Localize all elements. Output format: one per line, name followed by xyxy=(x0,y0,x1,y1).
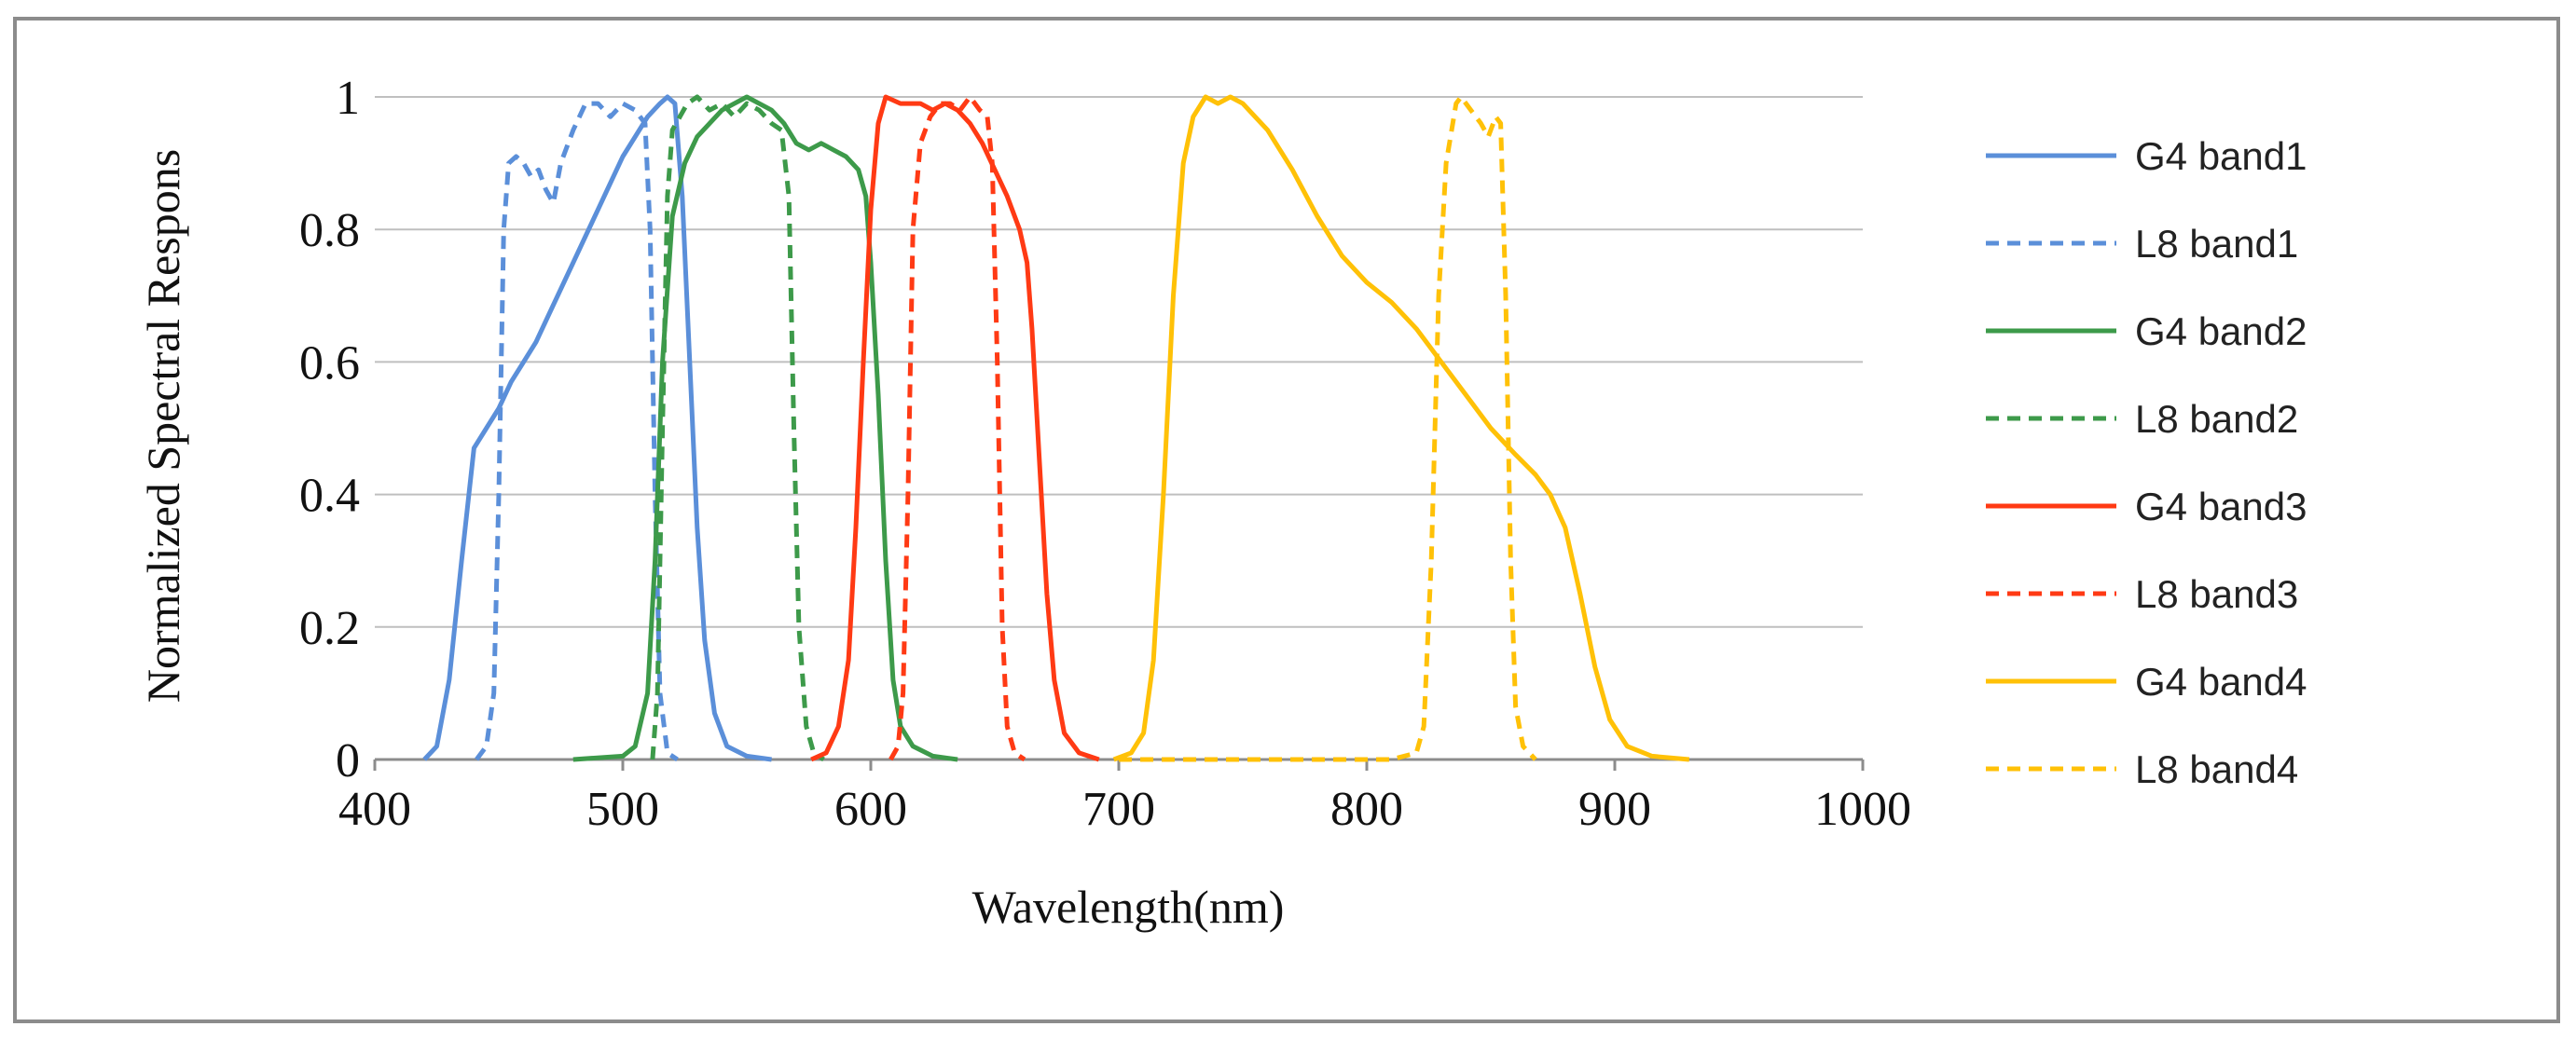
y-tick-label: 0.8 xyxy=(299,204,360,257)
y-tick-label: 0 xyxy=(336,734,360,787)
series-line-g4-band1 xyxy=(422,94,772,762)
x-tick-label: 900 xyxy=(1578,783,1651,836)
series-line-l8-band1 xyxy=(475,101,679,762)
x-tick-label: 400 xyxy=(338,783,411,836)
series-line-g4-band2 xyxy=(572,94,958,762)
y-axis-title: Normalized Spectral Respons xyxy=(137,149,189,703)
x-tick-label: 1000 xyxy=(1814,783,1911,836)
x-tick-label: 600 xyxy=(834,783,907,836)
series-line-l8-band3 xyxy=(889,94,1026,762)
tick-labels: 0 0.2 0.4 0.6 0.8 1 400 500 600 700 800 900 1000 xyxy=(299,72,1911,836)
legend-label: G4 band3 xyxy=(2135,485,2307,528)
legend-label: G4 band2 xyxy=(2135,309,2307,353)
legend-label: G4 band4 xyxy=(2135,660,2307,704)
x-axis-title: Wavelength(nm) xyxy=(972,881,1285,933)
y-tick-label: 0.6 xyxy=(299,336,360,390)
y-tick-label: 0.2 xyxy=(299,602,360,655)
x-tick-label: 700 xyxy=(1082,783,1155,836)
series-line-g4-band3 xyxy=(810,94,1100,762)
legend: G4 band1 L8 band1 G4 band2 L8 band2 G4 band3… xyxy=(1986,134,2307,791)
legend-label: G4 band1 xyxy=(2135,134,2307,178)
y-tick-label: 1 xyxy=(336,72,360,125)
series-lines xyxy=(422,94,1690,762)
x-tick-label: 800 xyxy=(1330,783,1403,836)
series-line-g4-band4 xyxy=(1112,94,1690,762)
grid-lines xyxy=(375,96,1863,628)
legend-label: L8 band3 xyxy=(2135,572,2298,616)
x-tick-label: 500 xyxy=(586,783,659,836)
series-line-l8-band4 xyxy=(1119,94,1537,762)
legend-label: L8 band1 xyxy=(2135,222,2298,266)
y-tick-label: 0.4 xyxy=(299,470,360,523)
series-line-l8-band2 xyxy=(650,94,825,762)
legend-label: L8 band4 xyxy=(2135,747,2298,791)
legend-label: L8 band2 xyxy=(2135,397,2298,441)
figure-frame xyxy=(13,17,2560,1023)
